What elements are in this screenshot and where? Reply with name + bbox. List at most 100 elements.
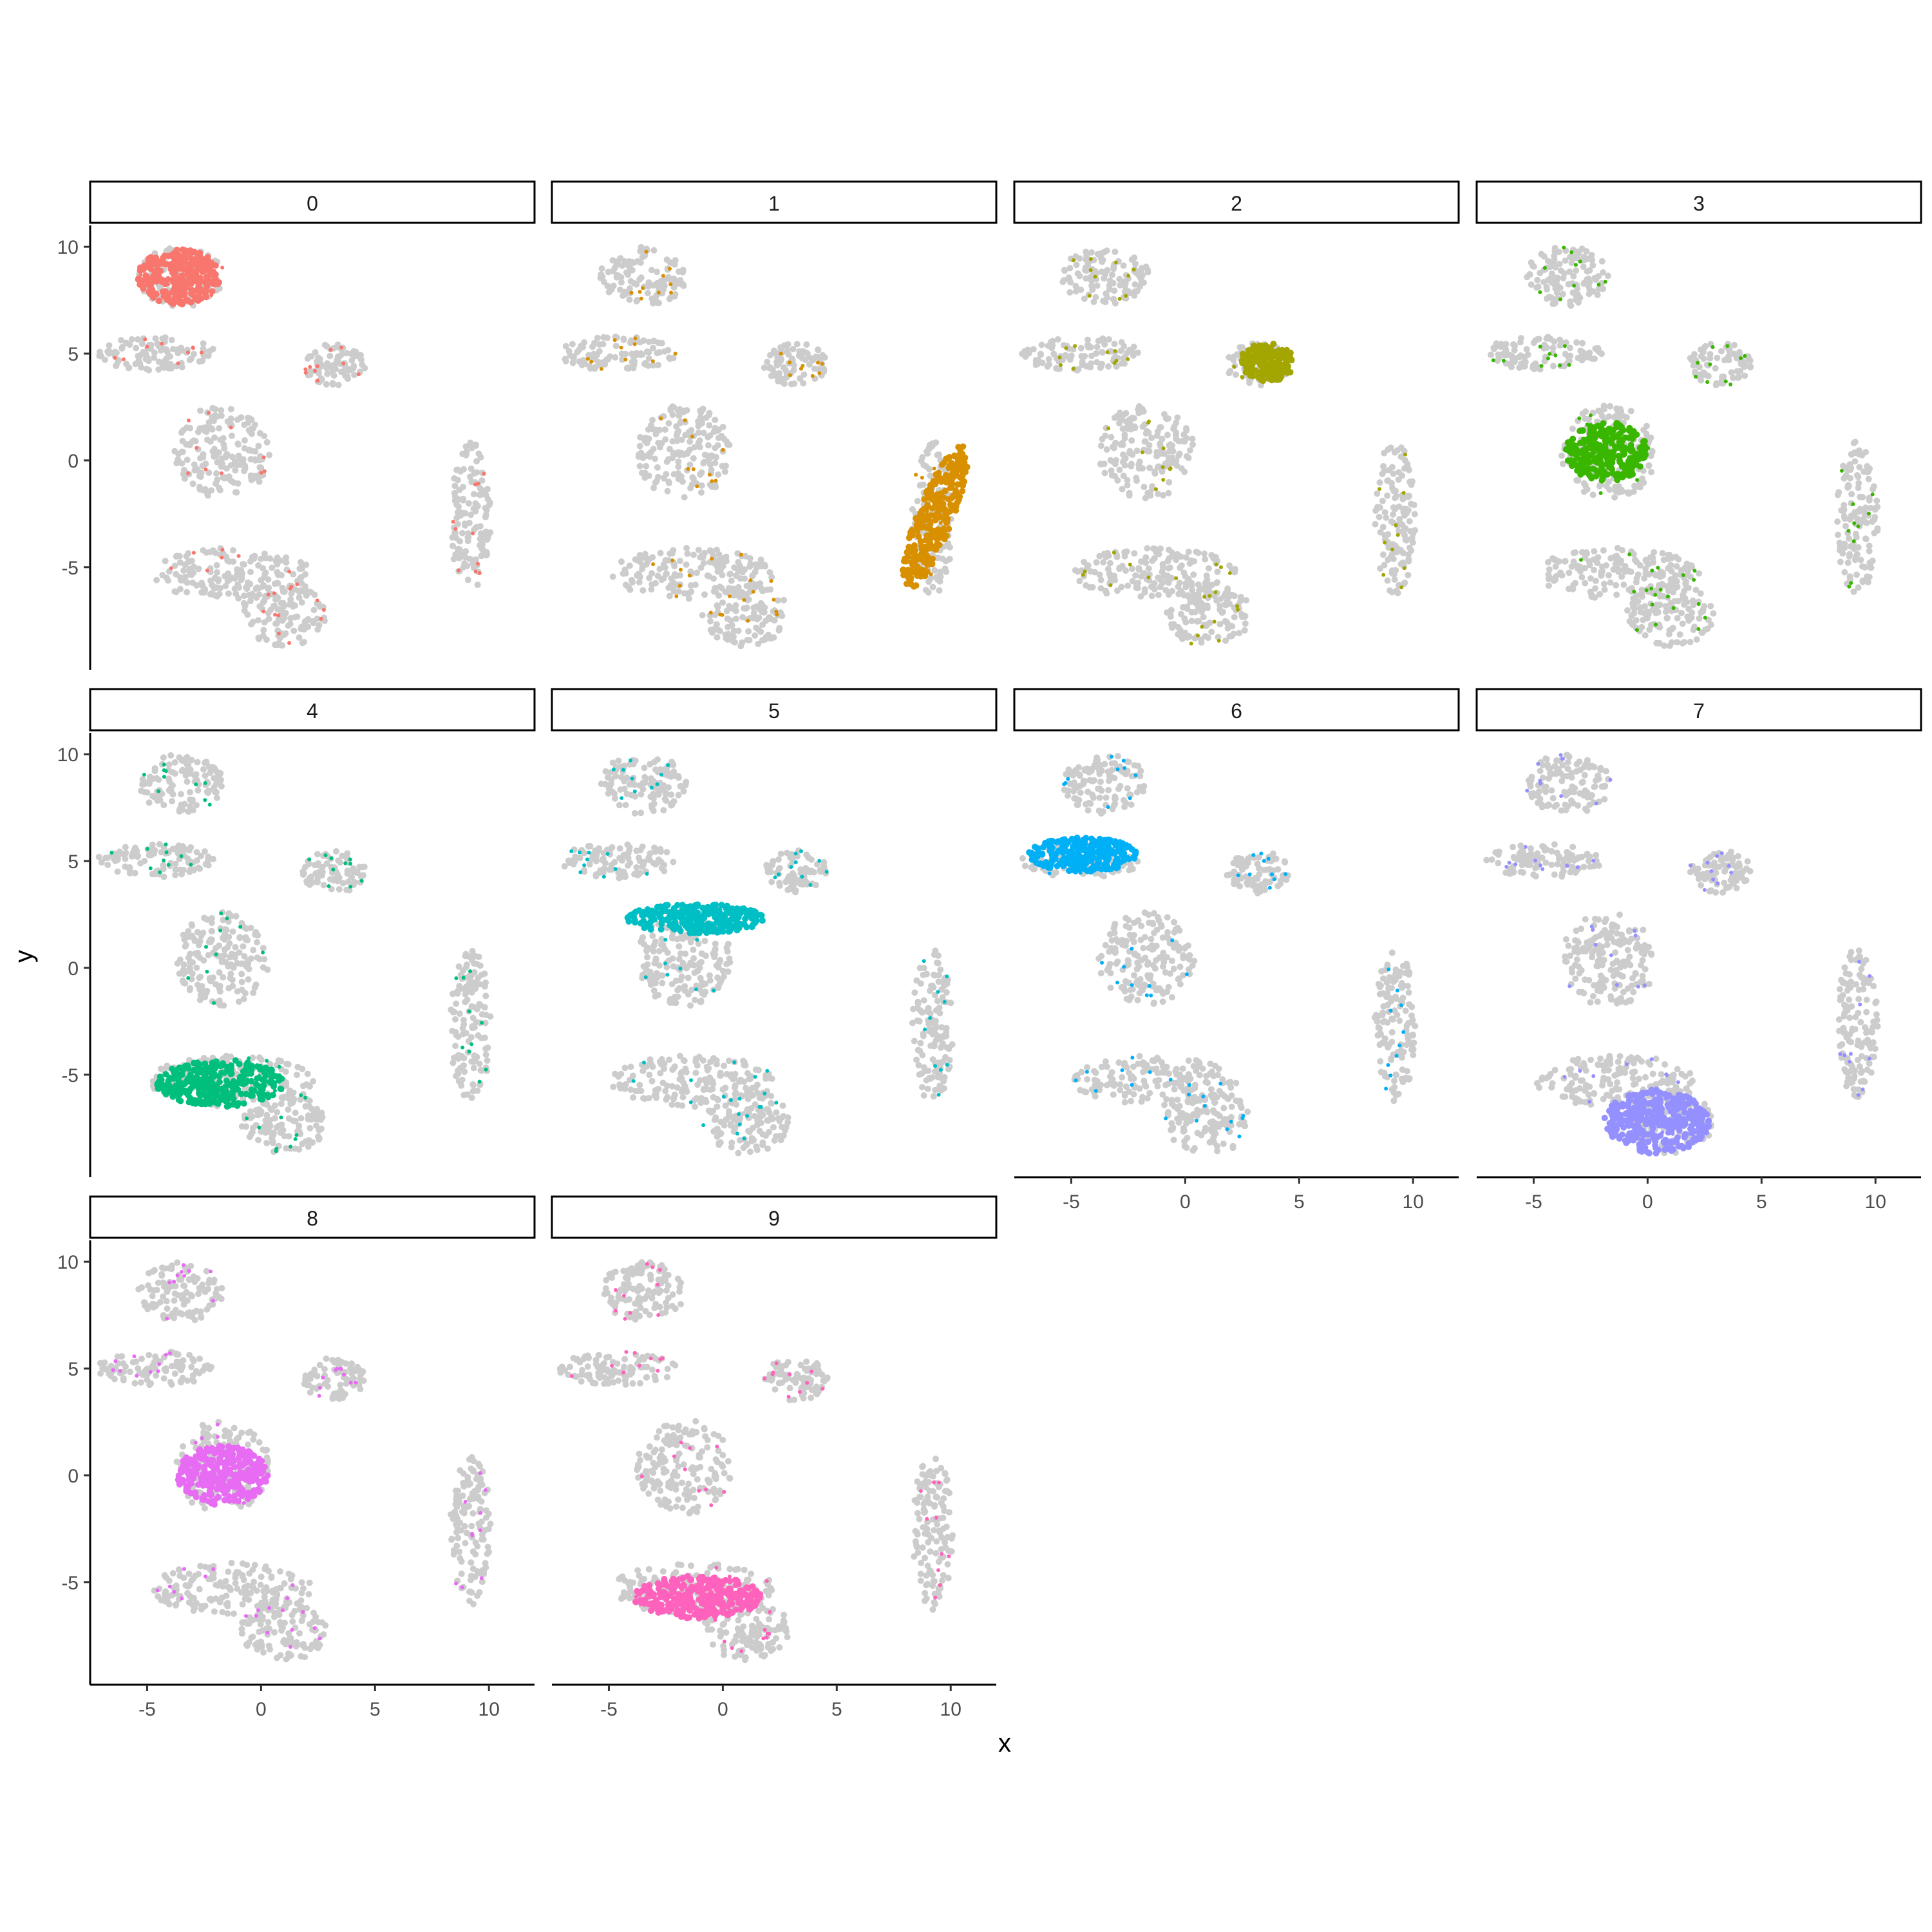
background-point — [1566, 569, 1573, 576]
cluster-point — [204, 256, 211, 263]
background-point — [1854, 515, 1861, 522]
background-point — [473, 469, 480, 476]
cluster-point — [935, 469, 942, 477]
background-point — [1855, 508, 1862, 515]
background-point — [216, 484, 223, 491]
background-point — [690, 551, 697, 558]
background-point — [147, 345, 154, 352]
cluster-point — [266, 592, 270, 597]
cluster-point — [194, 446, 199, 450]
cluster-point — [1577, 416, 1582, 421]
background-point — [1718, 348, 1725, 355]
background-point — [790, 366, 797, 374]
background-point — [707, 618, 714, 625]
cluster-point — [943, 478, 950, 486]
background-point — [1097, 576, 1104, 583]
background-point — [213, 569, 220, 576]
background-point — [1133, 475, 1140, 482]
background-point — [183, 553, 190, 560]
cluster-point — [1607, 450, 1615, 457]
background-point — [815, 346, 822, 354]
background-point — [1643, 422, 1650, 430]
background-point — [1066, 276, 1073, 283]
background-point — [152, 335, 159, 342]
cluster-point — [639, 296, 643, 301]
background-point — [750, 614, 757, 621]
background-point — [1607, 579, 1614, 586]
background-point — [673, 423, 680, 430]
cluster-point — [184, 296, 191, 303]
background-point — [1120, 262, 1127, 269]
background-point — [1741, 372, 1748, 379]
background-point — [649, 417, 656, 424]
background-point — [1702, 343, 1709, 350]
cluster-point — [769, 579, 773, 583]
cluster-point — [1596, 444, 1603, 451]
cluster-point — [1650, 602, 1654, 607]
background-point — [758, 563, 765, 570]
cluster-point — [1602, 442, 1609, 449]
background-point — [209, 413, 216, 421]
background-point — [1613, 591, 1620, 598]
background-point — [1589, 256, 1596, 263]
background-point — [1834, 531, 1841, 538]
background-point — [752, 632, 759, 639]
background-point — [1669, 639, 1676, 646]
background-point — [138, 788, 145, 795]
facet-panel-2: 2 — [1013, 180, 1460, 646]
background-point — [468, 556, 475, 563]
cluster-point — [1087, 294, 1092, 298]
background-point — [924, 450, 931, 457]
background-point — [1597, 408, 1604, 415]
background-point — [662, 436, 669, 443]
cluster-point — [1088, 268, 1093, 272]
background-point — [1573, 292, 1580, 299]
background-point — [925, 589, 932, 596]
cluster-point — [1870, 492, 1875, 497]
background-point — [1600, 580, 1607, 587]
background-point — [1696, 570, 1703, 577]
background-point — [1631, 610, 1638, 617]
background-point — [227, 406, 234, 413]
background-point — [747, 560, 754, 567]
background-point — [1381, 509, 1388, 516]
background-point — [1506, 361, 1513, 368]
cluster-point — [1636, 463, 1643, 470]
background-point — [1633, 575, 1640, 582]
background-point — [654, 464, 661, 471]
cluster-point — [1630, 428, 1637, 435]
background-point — [649, 554, 656, 561]
cluster-point — [155, 298, 162, 305]
cluster-point — [261, 609, 266, 614]
background-point — [206, 348, 213, 355]
background-point — [600, 334, 607, 341]
cluster-point — [141, 262, 148, 269]
background-point — [468, 511, 475, 518]
cluster-point — [1538, 290, 1542, 294]
background-point — [1128, 437, 1135, 444]
background-point — [597, 361, 604, 368]
background-point — [746, 555, 753, 562]
background-point — [1566, 281, 1573, 288]
cluster-point — [155, 273, 162, 280]
background-point — [468, 465, 475, 472]
background-point — [1595, 272, 1602, 279]
background-point — [1122, 279, 1129, 287]
background-point — [1392, 495, 1399, 502]
background-point — [1182, 583, 1189, 591]
background-point — [135, 352, 142, 359]
background-point — [1631, 482, 1638, 489]
background-point — [193, 582, 200, 589]
cluster-point — [1275, 346, 1282, 354]
cluster-point — [1128, 562, 1132, 567]
background-point — [697, 409, 705, 416]
background-points — [1019, 247, 1419, 646]
cluster-point — [288, 587, 292, 591]
background-point — [265, 610, 272, 617]
cluster-point — [113, 355, 117, 360]
cluster-point — [922, 552, 929, 559]
cluster-point — [938, 528, 945, 535]
background-point — [724, 615, 731, 622]
background-point — [1379, 463, 1387, 470]
cluster-point — [172, 249, 179, 256]
